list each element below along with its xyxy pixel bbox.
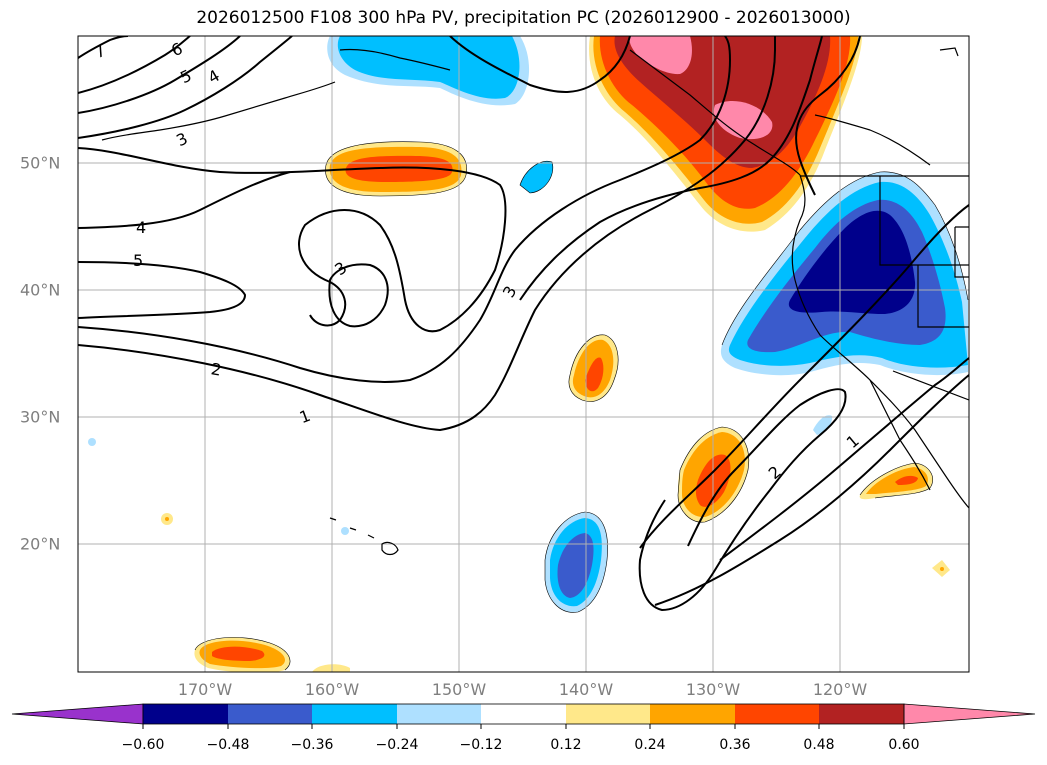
lon-label: 130°W	[685, 680, 741, 699]
lat-label: 50°N	[20, 153, 61, 173]
lon-label: 170°W	[177, 680, 233, 699]
lat-label: 20°N	[20, 534, 61, 554]
hawaii	[329, 517, 399, 556]
precip-positive-area	[713, 101, 773, 140]
plot-frame	[77, 35, 970, 673]
colorbar-segment	[143, 704, 228, 724]
pv-contour-5	[78, 36, 241, 114]
alaska-coast	[339, 48, 451, 71]
colorbar	[11, 703, 1036, 729]
colorbar-tick-label: −0.48	[206, 737, 250, 753]
precip-negative-area	[788, 210, 916, 314]
precip-negative-area	[813, 415, 833, 435]
lon-label: 150°W	[431, 680, 487, 699]
contour-label: 5	[133, 251, 143, 270]
colorbar-segment	[735, 704, 819, 724]
colorbar-segment	[481, 704, 566, 724]
colorbar-tick-label: 0.60	[888, 737, 920, 753]
colorbar-segment	[228, 704, 312, 724]
precip-positive-area	[212, 646, 265, 661]
pv-contour-ne	[795, 36, 861, 196]
pv-contour-4	[78, 36, 293, 139]
colorbar-extend-min	[11, 703, 144, 725]
colorbar-extend-max	[903, 703, 1036, 725]
pv-contour-north-west	[449, 36, 631, 93]
colorbar-tick-label: 0.48	[803, 737, 835, 753]
pv-contour-1	[78, 36, 776, 432]
pv-contour-3-east	[519, 36, 823, 301]
colorbar-segment	[566, 704, 650, 724]
map-title: 2026012500 F108 300 hPa PV, precipitatio…	[196, 8, 851, 28]
pv-contour-4-lower	[78, 171, 291, 229]
precip-positive-area	[940, 567, 944, 571]
colorbar-segment	[312, 704, 397, 724]
contour-label: 4	[136, 218, 146, 237]
pv-contour-1-south-c	[719, 357, 969, 561]
contour-label: 2	[210, 359, 223, 379]
colorbar-tick-label: −0.24	[375, 737, 419, 753]
pv-contour-3-inner	[328, 263, 389, 328]
precip-positive-area	[165, 517, 169, 521]
precip-positive-area	[345, 155, 453, 182]
shading-outlines	[194, 141, 969, 671]
precip-positive-area	[585, 357, 604, 392]
lat-label: 40°N	[20, 280, 61, 300]
precip-negative-area	[337, 36, 520, 99]
precip-negative-area	[557, 533, 594, 598]
colorbar-tick-label: −0.36	[290, 737, 334, 753]
colorbar-tick-label: −0.60	[121, 737, 165, 753]
colorbar-segment	[397, 704, 481, 724]
colorbar-tick-label: 0.12	[550, 737, 582, 753]
pv-contour-5-lower	[78, 261, 247, 319]
precip-positive-area	[629, 36, 692, 75]
colorbar-tick-label: 0.24	[634, 737, 666, 753]
us-west-coast	[791, 174, 969, 509]
pv-contour-2	[78, 36, 732, 383]
lon-label: 160°W	[304, 680, 360, 699]
precip-positive-area	[312, 664, 350, 672]
pv-contour-2-south	[638, 388, 847, 612]
precip-negative-area	[520, 161, 553, 193]
lon-label: 140°W	[558, 680, 614, 699]
colorbar-segment	[650, 704, 735, 724]
pv-contour-3-north	[78, 147, 507, 333]
pv-contour-1-south	[639, 204, 969, 549]
pv-contours	[78, 36, 969, 612]
colorbar-tick-label: −0.12	[459, 737, 503, 753]
pv-contour-1-south-b	[654, 374, 969, 606]
lat-label: 30°N	[20, 407, 61, 427]
precip-negative-area	[341, 527, 349, 535]
colorbar-tick-label: 0.36	[719, 737, 751, 753]
ne-coast	[814, 114, 931, 166]
coastlines	[101, 47, 969, 556]
state-border	[879, 176, 969, 401]
alaska-coast	[101, 81, 336, 141]
colorbar-segment	[819, 704, 904, 724]
plot-area: 7 6 5 4 3 4 5 3 3 2 1 2 1	[78, 36, 969, 672]
bc-coast	[629, 49, 801, 176]
precip-positive-area	[895, 475, 918, 485]
precip-negative-area	[88, 438, 96, 446]
pv-contour-6	[78, 36, 191, 94]
lon-label: 120°W	[812, 680, 868, 699]
gridlines	[78, 36, 969, 672]
